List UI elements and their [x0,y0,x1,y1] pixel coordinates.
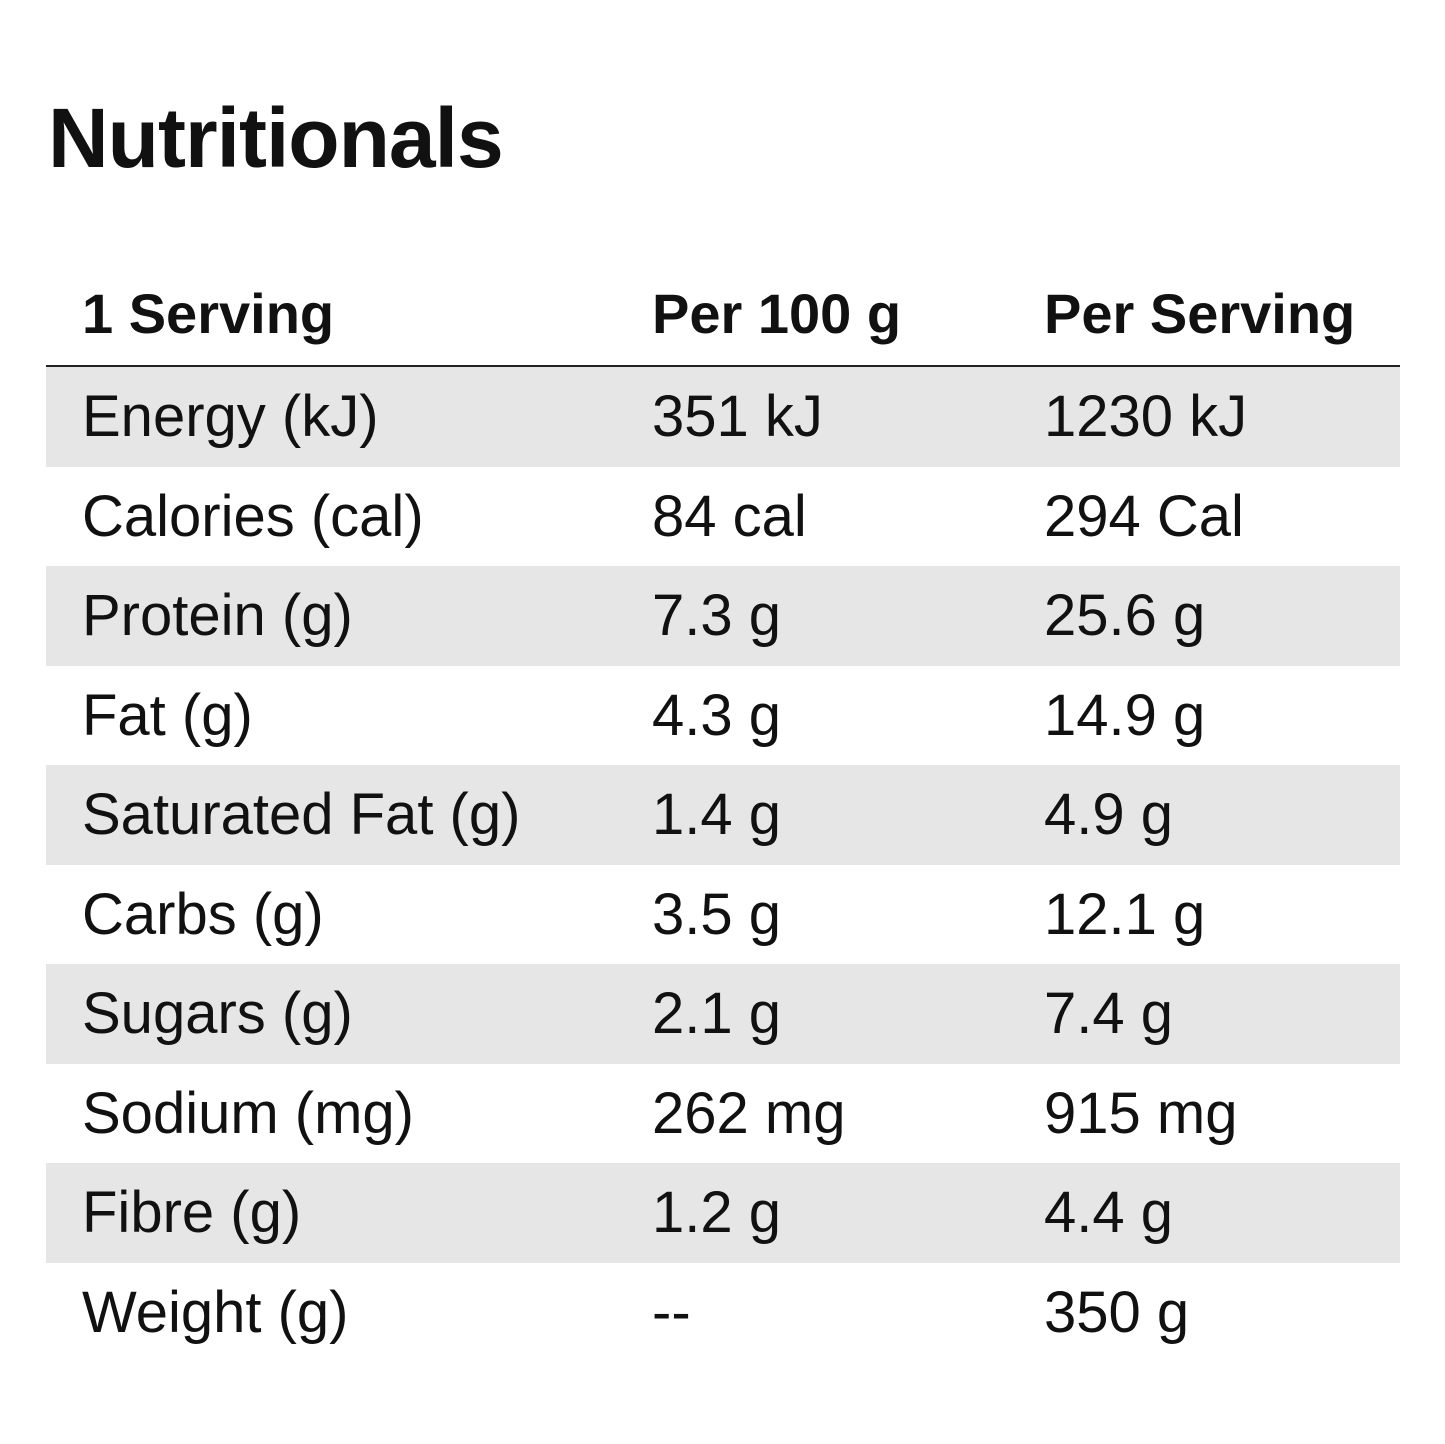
per-100g-value: 262 mg [652,1080,846,1146]
per-100g-value: -- [652,1279,691,1345]
per-serving-value: 915 mg [1044,1080,1238,1146]
per-serving-value: 4.4 g [1044,1180,1173,1246]
table-row: Fibre (g) 1.2 g 4.4 g [46,1163,1400,1263]
per-serving-value: 25.6 g [1044,583,1206,649]
table-row: Calories (cal) 84 cal 294 Cal [46,467,1400,567]
nutrient-label: Carbs (g) [82,881,324,947]
table-row: Sugars (g) 2.1 g 7.4 g [46,964,1400,1064]
column-header-per-serving: Per Serving [1044,282,1356,345]
table-row: Fat (g) 4.3 g 14.9 g [46,666,1400,766]
table-row: Sodium (mg) 262 mg 915 mg [46,1064,1400,1164]
table-row: Energy (kJ) 351 kJ 1230 kJ [46,367,1400,467]
per-100g-value: 1.4 g [652,782,781,848]
per-serving-value: 1230 kJ [1044,384,1248,450]
page-title: Nutritionals [48,91,504,185]
per-100g-value: 351 kJ [652,384,823,450]
column-header-per-100g: Per 100 g [652,282,902,345]
nutrient-label: Energy (kJ) [82,384,379,450]
table-row: Weight (g) -- 350 g [46,1263,1400,1363]
per-100g-value: 84 cal [652,483,807,549]
per-100g-value: 7.3 g [652,583,781,649]
per-100g-value: 2.1 g [652,981,781,1047]
table-row: Saturated Fat (g) 1.4 g 4.9 g [46,765,1400,865]
nutrient-label: Saturated Fat (g) [82,782,521,848]
per-serving-value: 294 Cal [1044,483,1244,549]
nutrient-label: Sugars (g) [82,981,353,1047]
table-row: Protein (g) 7.3 g 25.6 g [46,566,1400,666]
per-100g-value: 4.3 g [652,682,781,748]
nutrient-label: Protein (g) [82,583,353,649]
nutrient-label: Fibre (g) [82,1180,302,1246]
per-serving-value: 4.9 g [1044,782,1173,848]
per-serving-value: 350 g [1044,1279,1190,1345]
per-100g-value: 3.5 g [652,881,781,947]
nutrient-label: Fat (g) [82,682,253,748]
nutrient-label: Weight (g) [82,1279,349,1345]
nutrition-table: 1 Serving Per 100 g Per Serving Energy (… [46,262,1400,1362]
per-serving-value: 7.4 g [1044,981,1173,1047]
nutrient-label: Sodium (mg) [82,1080,414,1146]
nutrient-label: Calories (cal) [82,483,424,549]
per-serving-value: 12.1 g [1044,881,1206,947]
per-serving-value: 14.9 g [1044,682,1206,748]
table-header: 1 Serving Per 100 g Per Serving [46,262,1400,367]
table-row: Carbs (g) 3.5 g 12.1 g [46,865,1400,965]
column-header-serving: 1 Serving [82,282,335,345]
per-100g-value: 1.2 g [652,1180,781,1246]
